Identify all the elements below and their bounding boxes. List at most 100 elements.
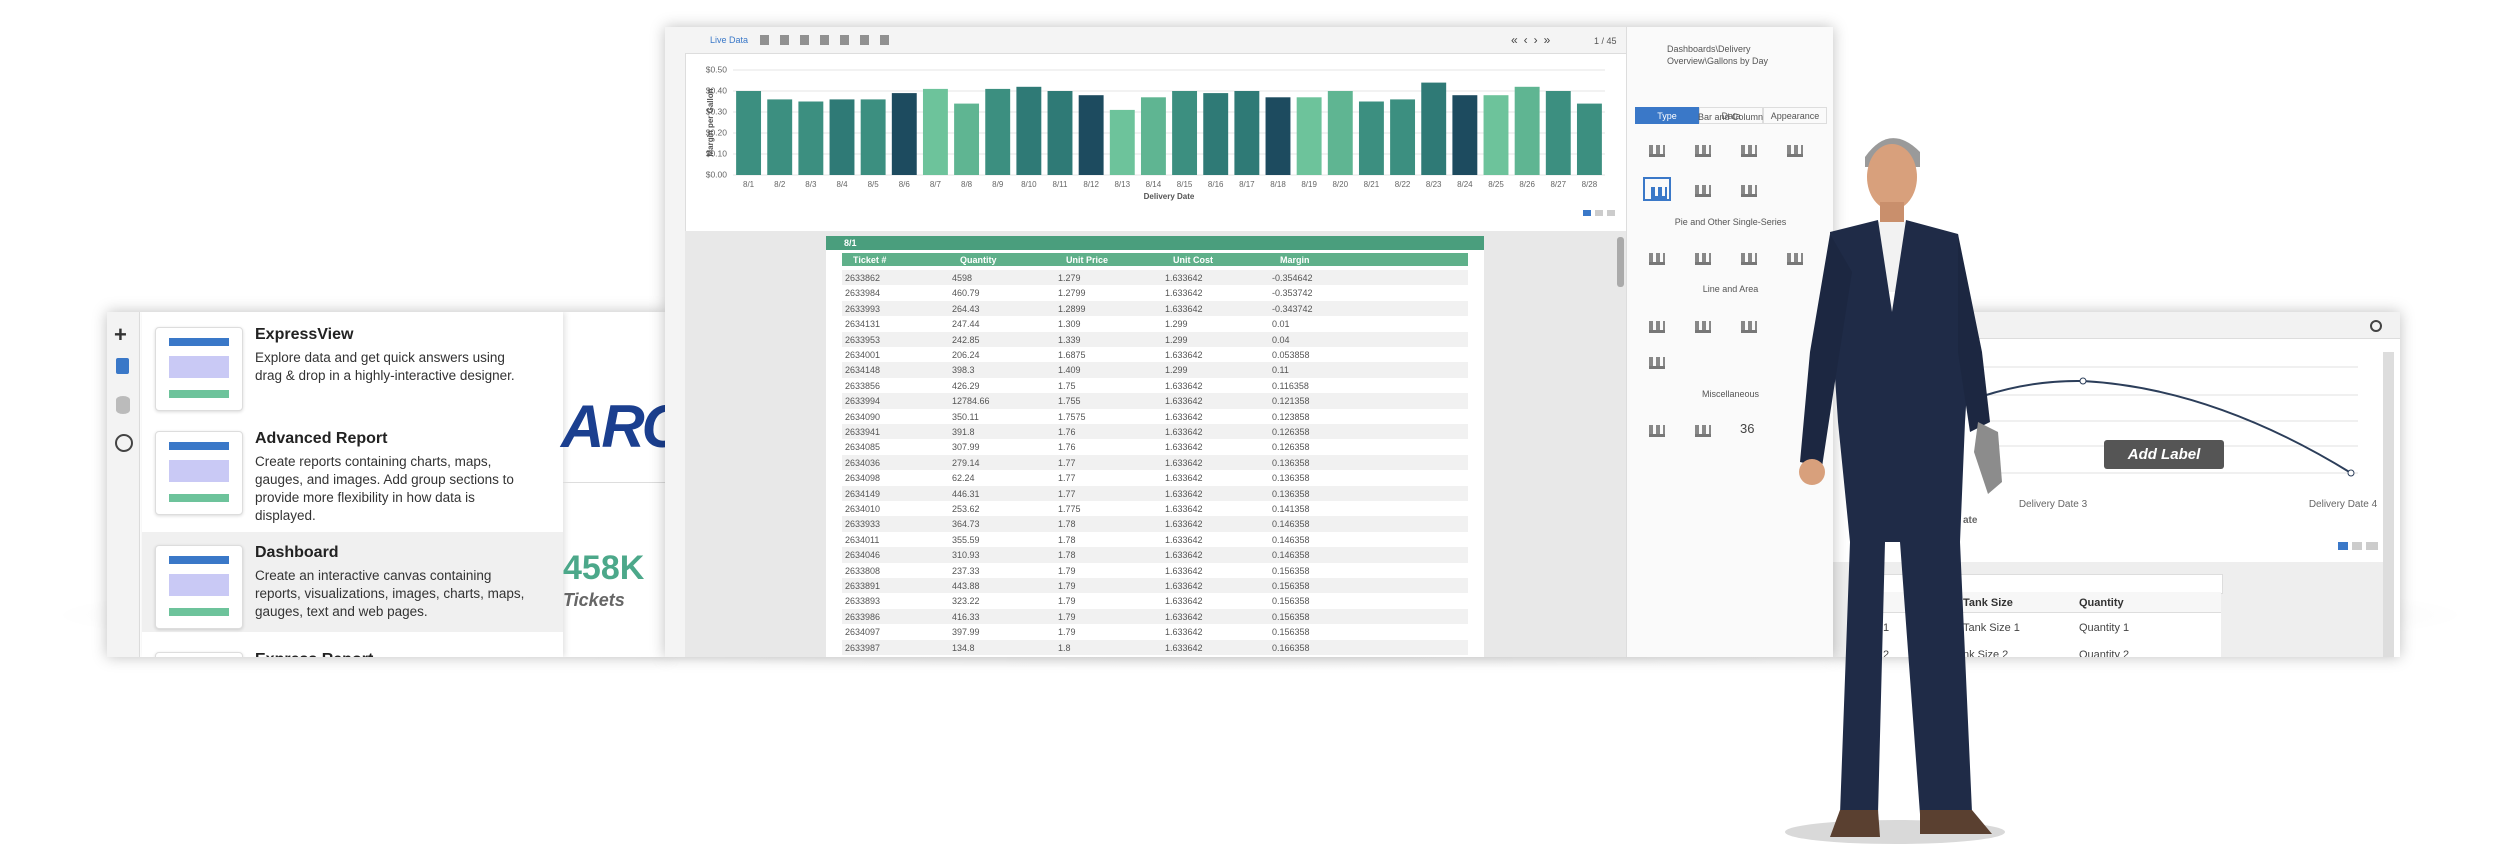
table-cell: 12784.66: [952, 396, 990, 407]
clock-icon[interactable]: [115, 434, 133, 452]
scrollbar[interactable]: [2383, 352, 2394, 657]
table-cell: 2634097: [845, 627, 881, 638]
table-cell: 1.279: [1058, 273, 1081, 283]
pager-icons[interactable]: «‹›»: [1511, 33, 1557, 47]
right-arm: [1958, 234, 1990, 432]
chart-type-icon[interactable]: [1735, 137, 1763, 161]
table-cell: 1.755: [1058, 396, 1081, 407]
table-cell: 350.11: [952, 411, 979, 422]
menu-item-description: Create an interactive canvas containing …: [255, 568, 525, 619]
table-cell: 1.8: [1058, 642, 1071, 653]
table-cell: 323.22: [952, 596, 980, 607]
table-cell: 1.633642: [1165, 288, 1203, 299]
view-icons: [2338, 542, 2378, 550]
menu-item-title[interactable]: Advanced Report: [255, 430, 388, 447]
table-cell: 2633986: [845, 611, 881, 622]
column-header[interactable]: Quantity: [2079, 597, 2124, 609]
table-cell: 0.141358: [1272, 504, 1310, 514]
chart-type-sidebar: Dashboards\Delivery Overview\Gallons by …: [1626, 27, 1833, 657]
table-cell: 1.7575: [1058, 411, 1086, 422]
chart-type-icon[interactable]: [1643, 349, 1671, 373]
live-data[interactable]: Live Data: [710, 35, 749, 45]
table-cell: 443.88: [952, 581, 980, 591]
table-cell: 0.121358: [1272, 396, 1310, 407]
table-cell: 1.633642: [1165, 611, 1203, 622]
menu-thumbnail[interactable]: [155, 431, 243, 515]
column-header[interactable]: Ticket #: [853, 255, 887, 265]
table-cell: 1.633642: [1165, 642, 1203, 653]
table-row: [842, 562, 1468, 578]
table-cell: 1.633642: [1165, 473, 1203, 484]
badge[interactable]: 36: [1740, 421, 1755, 436]
menu-item-title[interactable]: Express Report: [255, 651, 373, 657]
menu-item-title[interactable]: ExpressView: [255, 326, 354, 343]
chart-type-icon[interactable]: [1689, 417, 1717, 441]
tab[interactable]: Data: [1699, 107, 1763, 124]
table-cell: 134.8: [952, 642, 975, 653]
table-row: [842, 377, 1468, 394]
menu-item-title[interactable]: Dashboard: [255, 544, 339, 561]
chart-type-icon[interactable]: [1643, 137, 1671, 161]
center-panel: Live Data «‹›» 1 / 45 8/1 Ticket # Quantit…: [665, 27, 1833, 657]
table-row: [842, 593, 1468, 609]
table-cell: 1.633642: [1165, 627, 1203, 638]
table-cell: 307.99: [952, 442, 980, 453]
chart-type-icon[interactable]: [1735, 245, 1763, 269]
table-cell: 62.24: [952, 473, 975, 484]
column-header[interactable]: Quantity: [960, 255, 997, 265]
table-cell: Quantity 2: [2079, 649, 2130, 657]
add-label-button[interactable]: Add Label: [2104, 440, 2224, 469]
table-cell: 0.126358: [1272, 442, 1310, 453]
chart-type-icon[interactable]: [1643, 177, 1671, 201]
table-row: [842, 300, 1468, 317]
chart-type-icon[interactable]: [1643, 417, 1671, 441]
x-label: ate: [1963, 515, 1978, 526]
left-arm: [1800, 234, 1852, 467]
chart-type-icon[interactable]: [1689, 245, 1717, 269]
report-icon[interactable]: [116, 358, 129, 374]
menu-thumbnail[interactable]: [155, 652, 243, 657]
chart-type-icon[interactable]: [1689, 313, 1717, 337]
chart-type-icon[interactable]: [1781, 245, 1809, 269]
scrollbar[interactable]: [1617, 237, 1624, 287]
chart-type-icon[interactable]: [1643, 313, 1671, 337]
table-cell: 0.11: [1272, 365, 1289, 376]
chart-type-icon[interactable]: [1689, 137, 1717, 161]
table-row: [842, 424, 1468, 440]
table-cell: 1.633642: [1165, 303, 1203, 314]
new-menu: ExpressView Explore data and get quick an…: [142, 312, 563, 657]
table-cell: 2634148: [845, 365, 881, 376]
table-cell: 1.299: [1165, 319, 1188, 330]
column-header[interactable]: Unit Price: [1066, 255, 1109, 265]
table-cell: 1.78: [1058, 519, 1076, 530]
stat-value: 458K: [563, 549, 645, 587]
db-icon[interactable]: [116, 396, 130, 414]
table-cell: 1.6875: [1058, 350, 1086, 360]
boot: [1920, 810, 1992, 834]
table-cell: 2633984: [845, 288, 881, 299]
chart-type-icon[interactable]: [1781, 137, 1809, 161]
table-cell: 0.136358: [1272, 473, 1310, 484]
table-cell: 2634090: [845, 411, 881, 422]
chart-type-icon[interactable]: [1689, 177, 1717, 201]
menu-thumbnail[interactable]: [155, 327, 243, 411]
table-cell: 364.73: [952, 519, 980, 530]
chart-type-icon[interactable]: [1735, 177, 1763, 201]
search-icon[interactable]: [2370, 320, 2382, 332]
table-cell: 355.59: [952, 534, 980, 545]
tab[interactable]: Appearance: [1763, 107, 1827, 124]
table-cell: 0.123858: [1272, 411, 1310, 422]
table-cell: 1.77: [1058, 457, 1076, 468]
column-header[interactable]: Unit Cost: [1173, 255, 1213, 265]
column-header[interactable]: Margin: [1280, 255, 1310, 265]
column-header[interactable]: Tank Size: [1963, 597, 2013, 609]
table-cell: 0.146358: [1272, 519, 1310, 530]
table-cell: 0.156358: [1272, 565, 1310, 576]
table-cell: 446.31: [952, 488, 980, 499]
table-row: [842, 285, 1468, 301]
tab[interactable]: Type: [1635, 107, 1699, 124]
chart-type-icon[interactable]: [1643, 245, 1671, 269]
menu-thumbnail[interactable]: [155, 545, 243, 629]
chart-type-icon[interactable]: [1735, 313, 1763, 337]
add-icon[interactable]: +: [114, 322, 127, 347]
